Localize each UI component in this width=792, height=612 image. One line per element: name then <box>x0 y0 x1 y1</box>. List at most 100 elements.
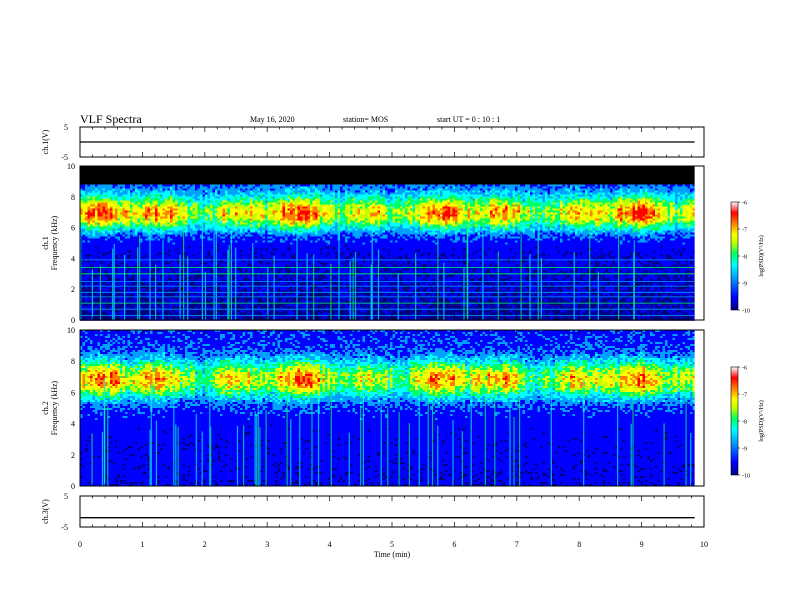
spectro-cell <box>220 250 223 253</box>
spectro-cell <box>102 216 106 219</box>
spectro-cell <box>237 206 241 209</box>
spectro-cell <box>207 312 211 315</box>
spectro-cell <box>232 292 236 295</box>
spectro-cell <box>107 278 111 281</box>
spectro-cell <box>197 192 201 195</box>
spectro-cell <box>167 292 171 295</box>
spectro-cell <box>162 296 166 299</box>
spectro-cell <box>170 232 173 235</box>
spectro-cell <box>165 224 168 227</box>
spectro-cell <box>115 278 118 281</box>
spectro-cell <box>165 298 168 301</box>
spectro-cell <box>217 270 221 273</box>
spectro-cell <box>137 260 141 263</box>
spectro-cell <box>235 208 238 211</box>
spectro-cell <box>125 200 128 203</box>
spectro-cell <box>180 218 183 221</box>
spectro-cell <box>152 274 156 277</box>
spectro-cell <box>210 244 213 247</box>
spectro-cell <box>130 290 133 293</box>
spectro-cell <box>160 306 163 309</box>
spectro-cell <box>192 294 196 297</box>
spectro-cell <box>217 194 221 197</box>
spectro-cell <box>127 274 131 277</box>
spectro-cell <box>250 270 253 273</box>
spectro-cell <box>80 308 83 311</box>
spectro-cell <box>115 298 118 301</box>
spectro-cell <box>235 222 238 225</box>
spectro-cell <box>142 240 146 243</box>
spectro-cell <box>157 218 161 221</box>
spectro-cell <box>87 226 91 229</box>
spectro-cell <box>210 256 213 259</box>
spectro-cell <box>177 304 181 307</box>
spectro-cell <box>97 196 101 199</box>
spectro-cell <box>142 290 146 293</box>
spectro-cell <box>115 282 118 285</box>
spectro-cell <box>125 300 128 303</box>
spectro-cell <box>252 212 256 215</box>
spectro-cell <box>210 246 213 249</box>
spectro-cell <box>152 260 156 263</box>
spectro-cell <box>232 200 236 203</box>
spectro-cell <box>125 286 128 289</box>
spectro-cell <box>195 294 198 297</box>
spectro-cell <box>262 228 266 231</box>
spectro-cell <box>190 228 193 231</box>
spectro-cell <box>205 256 208 259</box>
spectro-cell <box>210 264 213 267</box>
spectro-cell <box>97 234 101 237</box>
spectro-cell <box>197 188 201 191</box>
spectro-cell <box>227 186 231 189</box>
spectro-cell <box>260 292 263 295</box>
spectro-cell <box>237 216 241 219</box>
spectro-cell <box>250 244 253 247</box>
spectro-cell <box>240 286 243 289</box>
spectro-cell <box>195 192 198 195</box>
spectro-cell <box>180 268 183 271</box>
spectro-cell <box>137 228 141 231</box>
spectro-cell <box>110 298 113 301</box>
spectro-cell <box>230 228 233 231</box>
spectro-cell <box>120 228 123 231</box>
spectro-cell <box>160 256 163 259</box>
spectro-cell <box>192 208 196 211</box>
spectro-cell <box>97 294 101 297</box>
spectro-cell <box>140 244 143 247</box>
spectro-cell <box>112 196 116 199</box>
spectro-cell <box>122 184 126 187</box>
spectro-cell <box>145 224 148 227</box>
spectro-cell <box>152 224 156 227</box>
spectro-cell <box>205 248 208 251</box>
spectro-cell <box>237 214 241 217</box>
spectro-cell <box>95 260 98 263</box>
spectro-cell <box>257 306 261 309</box>
spectro-cell <box>217 300 221 303</box>
spectro-cell <box>102 240 106 243</box>
spectro-cell <box>137 194 141 197</box>
spectro-cell <box>107 210 111 213</box>
spectro-cell <box>180 216 183 219</box>
spectro-cell <box>190 206 193 209</box>
spectro-cell <box>90 220 93 223</box>
spectro-cell <box>122 220 126 223</box>
spectro-cell <box>95 188 98 191</box>
spectro-cell <box>252 256 256 259</box>
spectro-cell <box>147 202 151 205</box>
spectro-cell <box>87 316 91 319</box>
spectro-cell <box>165 246 168 249</box>
spectro-cell <box>182 188 186 191</box>
spectro-cell <box>242 188 246 191</box>
spectro-cell <box>80 288 83 291</box>
spectro-cell <box>157 306 161 309</box>
spectro-cell <box>205 220 208 223</box>
spectro-cell <box>100 304 103 307</box>
spectro-cell <box>192 316 196 319</box>
spectro-cell <box>257 288 261 291</box>
spectro-cell <box>252 250 256 253</box>
spectro-cell <box>175 212 178 215</box>
spectro-cell <box>152 304 156 307</box>
spectro-cell <box>220 276 223 279</box>
spectro-cell <box>227 220 231 223</box>
spectro-cell <box>147 300 151 303</box>
